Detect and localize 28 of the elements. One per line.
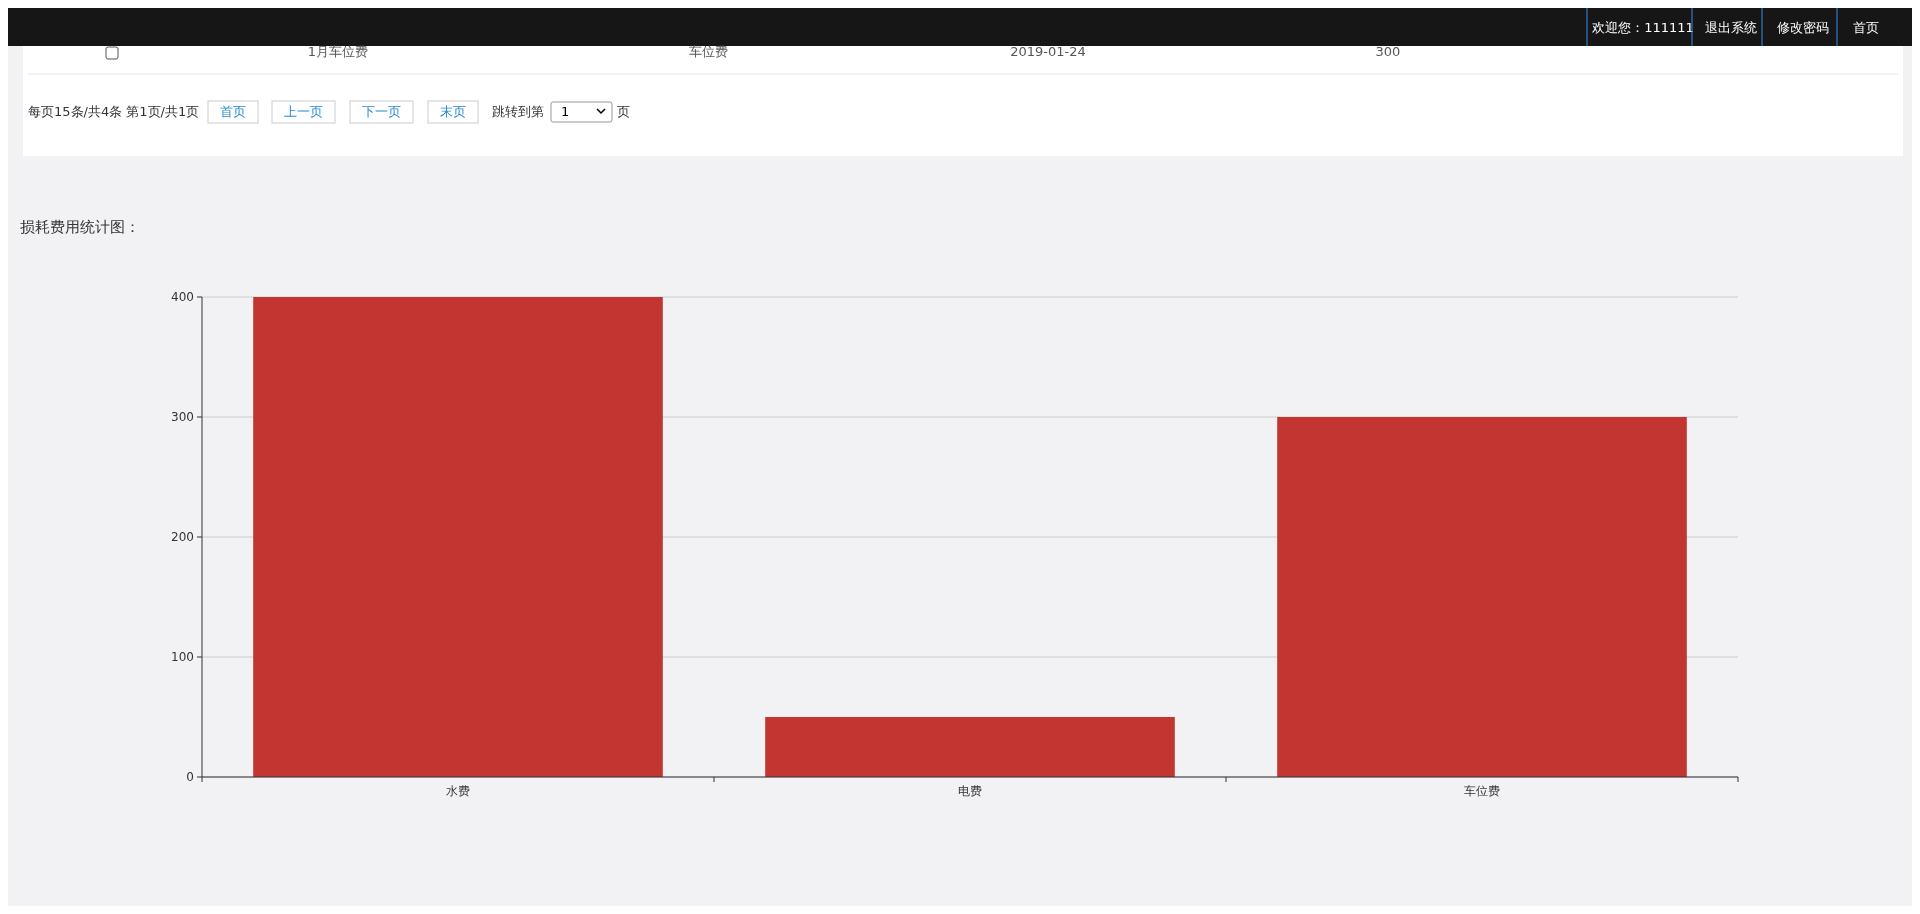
y-tick-label: 0 — [186, 769, 194, 784]
x-tick-label: 车位费 — [1464, 783, 1500, 798]
text: 页 — [617, 103, 630, 119]
text: 2019-01-24 — [1010, 43, 1086, 59]
text: 每页15条/共4条 第1页/共1页 — [28, 103, 200, 119]
text: 首页 — [1852, 19, 1879, 35]
text: 1 — [561, 103, 570, 119]
text: 1月车位费 — [307, 43, 369, 59]
text: 欢迎您：111111 — [1592, 19, 1694, 35]
text: 损耗费用统计图： — [20, 217, 140, 236]
text: 上一页 — [284, 103, 323, 119]
y-tick-label: 400 — [171, 289, 194, 304]
y-tick-label: 100 — [171, 649, 194, 664]
text: 车位费 — [688, 43, 728, 59]
y-tick-label: 200 — [171, 529, 194, 544]
text: 首页 — [220, 103, 246, 119]
text: 退出系统 — [1704, 19, 1757, 35]
text: 下一页 — [362, 103, 401, 119]
x-tick-label: 水费 — [446, 783, 470, 798]
text: 修改密码 — [1777, 19, 1829, 35]
bar — [1277, 417, 1687, 777]
text: 跳转到第 — [492, 103, 544, 119]
bar — [253, 297, 663, 777]
text: 300 — [1375, 43, 1401, 59]
text: 末页 — [440, 103, 466, 119]
bar — [765, 717, 1175, 777]
x-tick-label: 电费 — [958, 783, 982, 798]
y-tick-label: 300 — [171, 409, 194, 424]
